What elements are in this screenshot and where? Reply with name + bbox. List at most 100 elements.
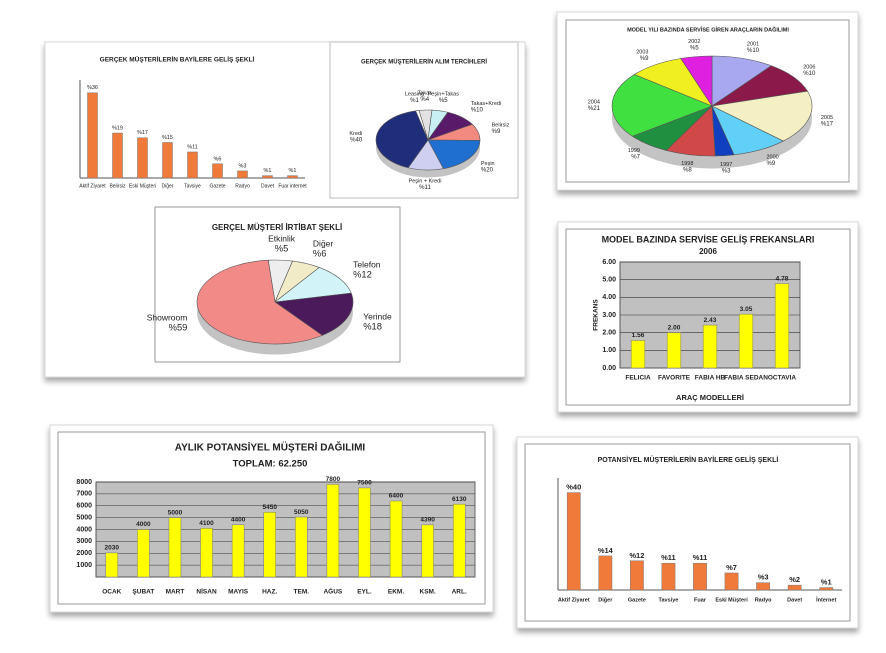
data-label: %3 xyxy=(722,168,731,174)
bar xyxy=(702,324,718,369)
x-tick-label: AĞUS xyxy=(323,587,342,596)
data-label: %20 xyxy=(481,167,494,173)
slice-label: Showroom xyxy=(147,313,188,323)
data-label: %12 xyxy=(629,551,644,560)
data-label: %9 xyxy=(766,161,775,167)
x-tick-label: Gazete xyxy=(628,597,646,603)
slice-label: Diğer xyxy=(313,239,333,249)
chart-title: GERÇEK MÜŞTERİLERİN BAYİLERE GELİŞ ŞEKLİ xyxy=(100,55,255,64)
bar xyxy=(295,516,308,578)
slice-label: 2002 xyxy=(688,39,700,45)
slice-label: Telefon xyxy=(353,259,381,269)
x-tick-label: Eski Müşteri xyxy=(715,597,748,603)
data-label: 4.78 xyxy=(776,275,789,282)
y-tick-label: 3.00 xyxy=(602,312,616,319)
slice-label: 2006 xyxy=(803,64,815,70)
bar xyxy=(693,562,707,591)
data-label: 4400 xyxy=(231,516,246,523)
data-label: %10 xyxy=(747,48,760,54)
chart-title: AYLIK POTANSİYEL MÜŞTERİ DAĞILIMI xyxy=(175,441,366,454)
bar xyxy=(819,587,834,591)
pie-slice xyxy=(196,259,323,345)
data-label: %18 xyxy=(363,322,382,332)
slice-label: 2003 xyxy=(636,49,648,55)
x-tick-label: İnternet xyxy=(816,596,836,603)
y-tick-label: 4.00 xyxy=(602,294,616,301)
slice-label: Takas+Kredi xyxy=(471,101,501,107)
data-label: 4000 xyxy=(136,521,151,528)
slice-label: 1998 xyxy=(681,161,693,167)
x-tick-label: EYL. xyxy=(357,589,372,596)
bar xyxy=(738,313,754,369)
bar xyxy=(212,163,223,179)
data-label: %2 xyxy=(789,575,800,584)
x-tick-label: OCTAVIA xyxy=(768,375,797,382)
data-label: %9 xyxy=(640,56,649,62)
data-label: %14 xyxy=(598,546,614,555)
y-tick-label: 5000 xyxy=(76,514,92,521)
pie-slice xyxy=(711,90,813,142)
data-label: 2030 xyxy=(105,545,120,552)
x-tick-label: Aktif Ziyaret xyxy=(558,597,590,603)
bar xyxy=(630,560,644,591)
data-label: 2.00 xyxy=(668,324,681,331)
data-label: %6 xyxy=(313,249,327,259)
y-tick-label: 2000 xyxy=(76,550,92,557)
chart-subtitle: 2006 xyxy=(699,247,717,256)
data-label: %36 xyxy=(87,85,98,91)
x-tick-label: FAVORITE xyxy=(658,375,691,382)
x-tick-label: Aktif Ziyaret xyxy=(79,183,106,189)
bar xyxy=(724,572,739,591)
x-tick-label: FABIA HB xyxy=(695,375,726,382)
x-tick-label: FELICIA xyxy=(625,375,651,382)
x-tick-label: MAYIS xyxy=(228,589,249,596)
x-tick-label: ARL. xyxy=(452,589,467,596)
data-label: %40 xyxy=(566,483,581,492)
bar xyxy=(137,529,150,578)
bar xyxy=(263,512,276,578)
x-tick-label: Eski Müşteri xyxy=(129,183,156,189)
data-label: %3 xyxy=(758,573,769,582)
bar xyxy=(358,487,371,578)
data-label: 1.56 xyxy=(632,332,645,339)
slice-label: Etkinlik xyxy=(268,234,296,244)
bar xyxy=(421,524,434,578)
y-tick-label: 1000 xyxy=(76,562,92,569)
slice-label: Kredi xyxy=(349,131,362,137)
data-label: %15 xyxy=(162,135,173,141)
x-tick-label: EKM. xyxy=(388,589,404,596)
x-tick-label: ŞUBAT xyxy=(132,589,154,596)
bar xyxy=(200,528,213,578)
bar xyxy=(389,500,403,578)
bar xyxy=(87,92,98,179)
data-label: %5 xyxy=(439,98,448,104)
x-tick-label: Davet xyxy=(261,183,275,189)
bar xyxy=(137,137,148,179)
x-tick-label: MART xyxy=(166,589,185,596)
pie-slice xyxy=(427,139,481,169)
x-tick-label: Tavsiye xyxy=(184,183,201,189)
data-label: %7 xyxy=(631,154,640,160)
data-label: %1 xyxy=(264,168,272,174)
pie-slice xyxy=(680,55,713,108)
data-label: 2.43 xyxy=(704,317,717,324)
x-tick-label: Radyo xyxy=(755,597,772,603)
slice-label: Peşin xyxy=(481,161,495,167)
data-label: 3.05 xyxy=(740,306,753,313)
data-label: %5 xyxy=(690,46,699,52)
bar xyxy=(112,132,123,179)
bar xyxy=(756,582,770,591)
data-label: %12 xyxy=(353,269,372,279)
charts: GERÇEK MÜŞTERİLERİN BAYİLERE GELİŞ ŞEKLİ… xyxy=(76,25,842,603)
data-label: %11 xyxy=(661,553,676,562)
data-label: %1 xyxy=(410,98,419,104)
slice-label: 2004 xyxy=(588,99,600,105)
bar xyxy=(287,175,298,179)
x-tick-label: Diğer xyxy=(162,183,174,189)
data-label: %11 xyxy=(419,185,431,191)
x-tick-label: NİSAN xyxy=(196,588,217,596)
x-tick-label: Gazete xyxy=(209,183,225,189)
slice-label: 2001 xyxy=(747,42,759,48)
data-label: 4390 xyxy=(420,517,435,524)
chart-title: MODEL BAZINDA SERVİSE GELİŞ FREKANSLARI xyxy=(602,234,815,244)
